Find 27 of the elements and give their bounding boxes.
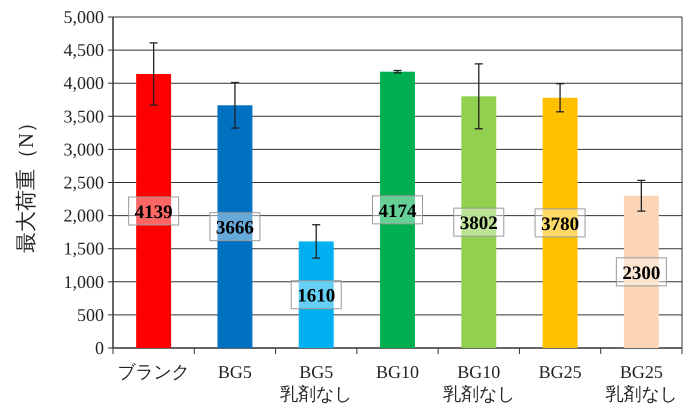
y-tick-label: 5,000 [64,7,104,27]
x-tick-label: BG5 [218,362,252,382]
data-label: 3802 [453,208,504,237]
y-tick-label: 3,000 [64,139,104,160]
y-tick-label: 500 [77,304,104,325]
data-label: 4174 [378,200,417,222]
y-tick-label: 1,000 [64,272,104,292]
y-tick-label: 3,500 [64,106,104,126]
x-tick-label: BG25 乳剤なし [605,362,678,404]
data-label: 2300 [616,257,667,286]
x-tick-label: BG10 [376,362,420,382]
y-tick-label: 1,500 [64,238,104,259]
y-tick-label: 0 [95,338,104,358]
x-tick-label: BG5 乳剤なし [280,362,352,404]
y-tick-label: 4,500 [64,40,104,60]
x-tick-label: ブランク [118,362,190,382]
y-axis-title: 最大荷重（N） [14,112,38,254]
data-label: 4139 [128,196,180,226]
data-label: 4139 [134,202,173,223]
y-tick-label: 2,500 [64,172,104,192]
y-tick-label: 2,000 [64,206,104,226]
data-label: 2300 [622,262,660,284]
y-tick-label: 4,000 [64,73,104,94]
x-tick-label: BG25 [538,362,582,382]
data-label: 3802 [460,213,498,234]
data-label: 4174 [372,195,423,224]
x-tick-label: BG10 乳剤なし [442,362,515,404]
